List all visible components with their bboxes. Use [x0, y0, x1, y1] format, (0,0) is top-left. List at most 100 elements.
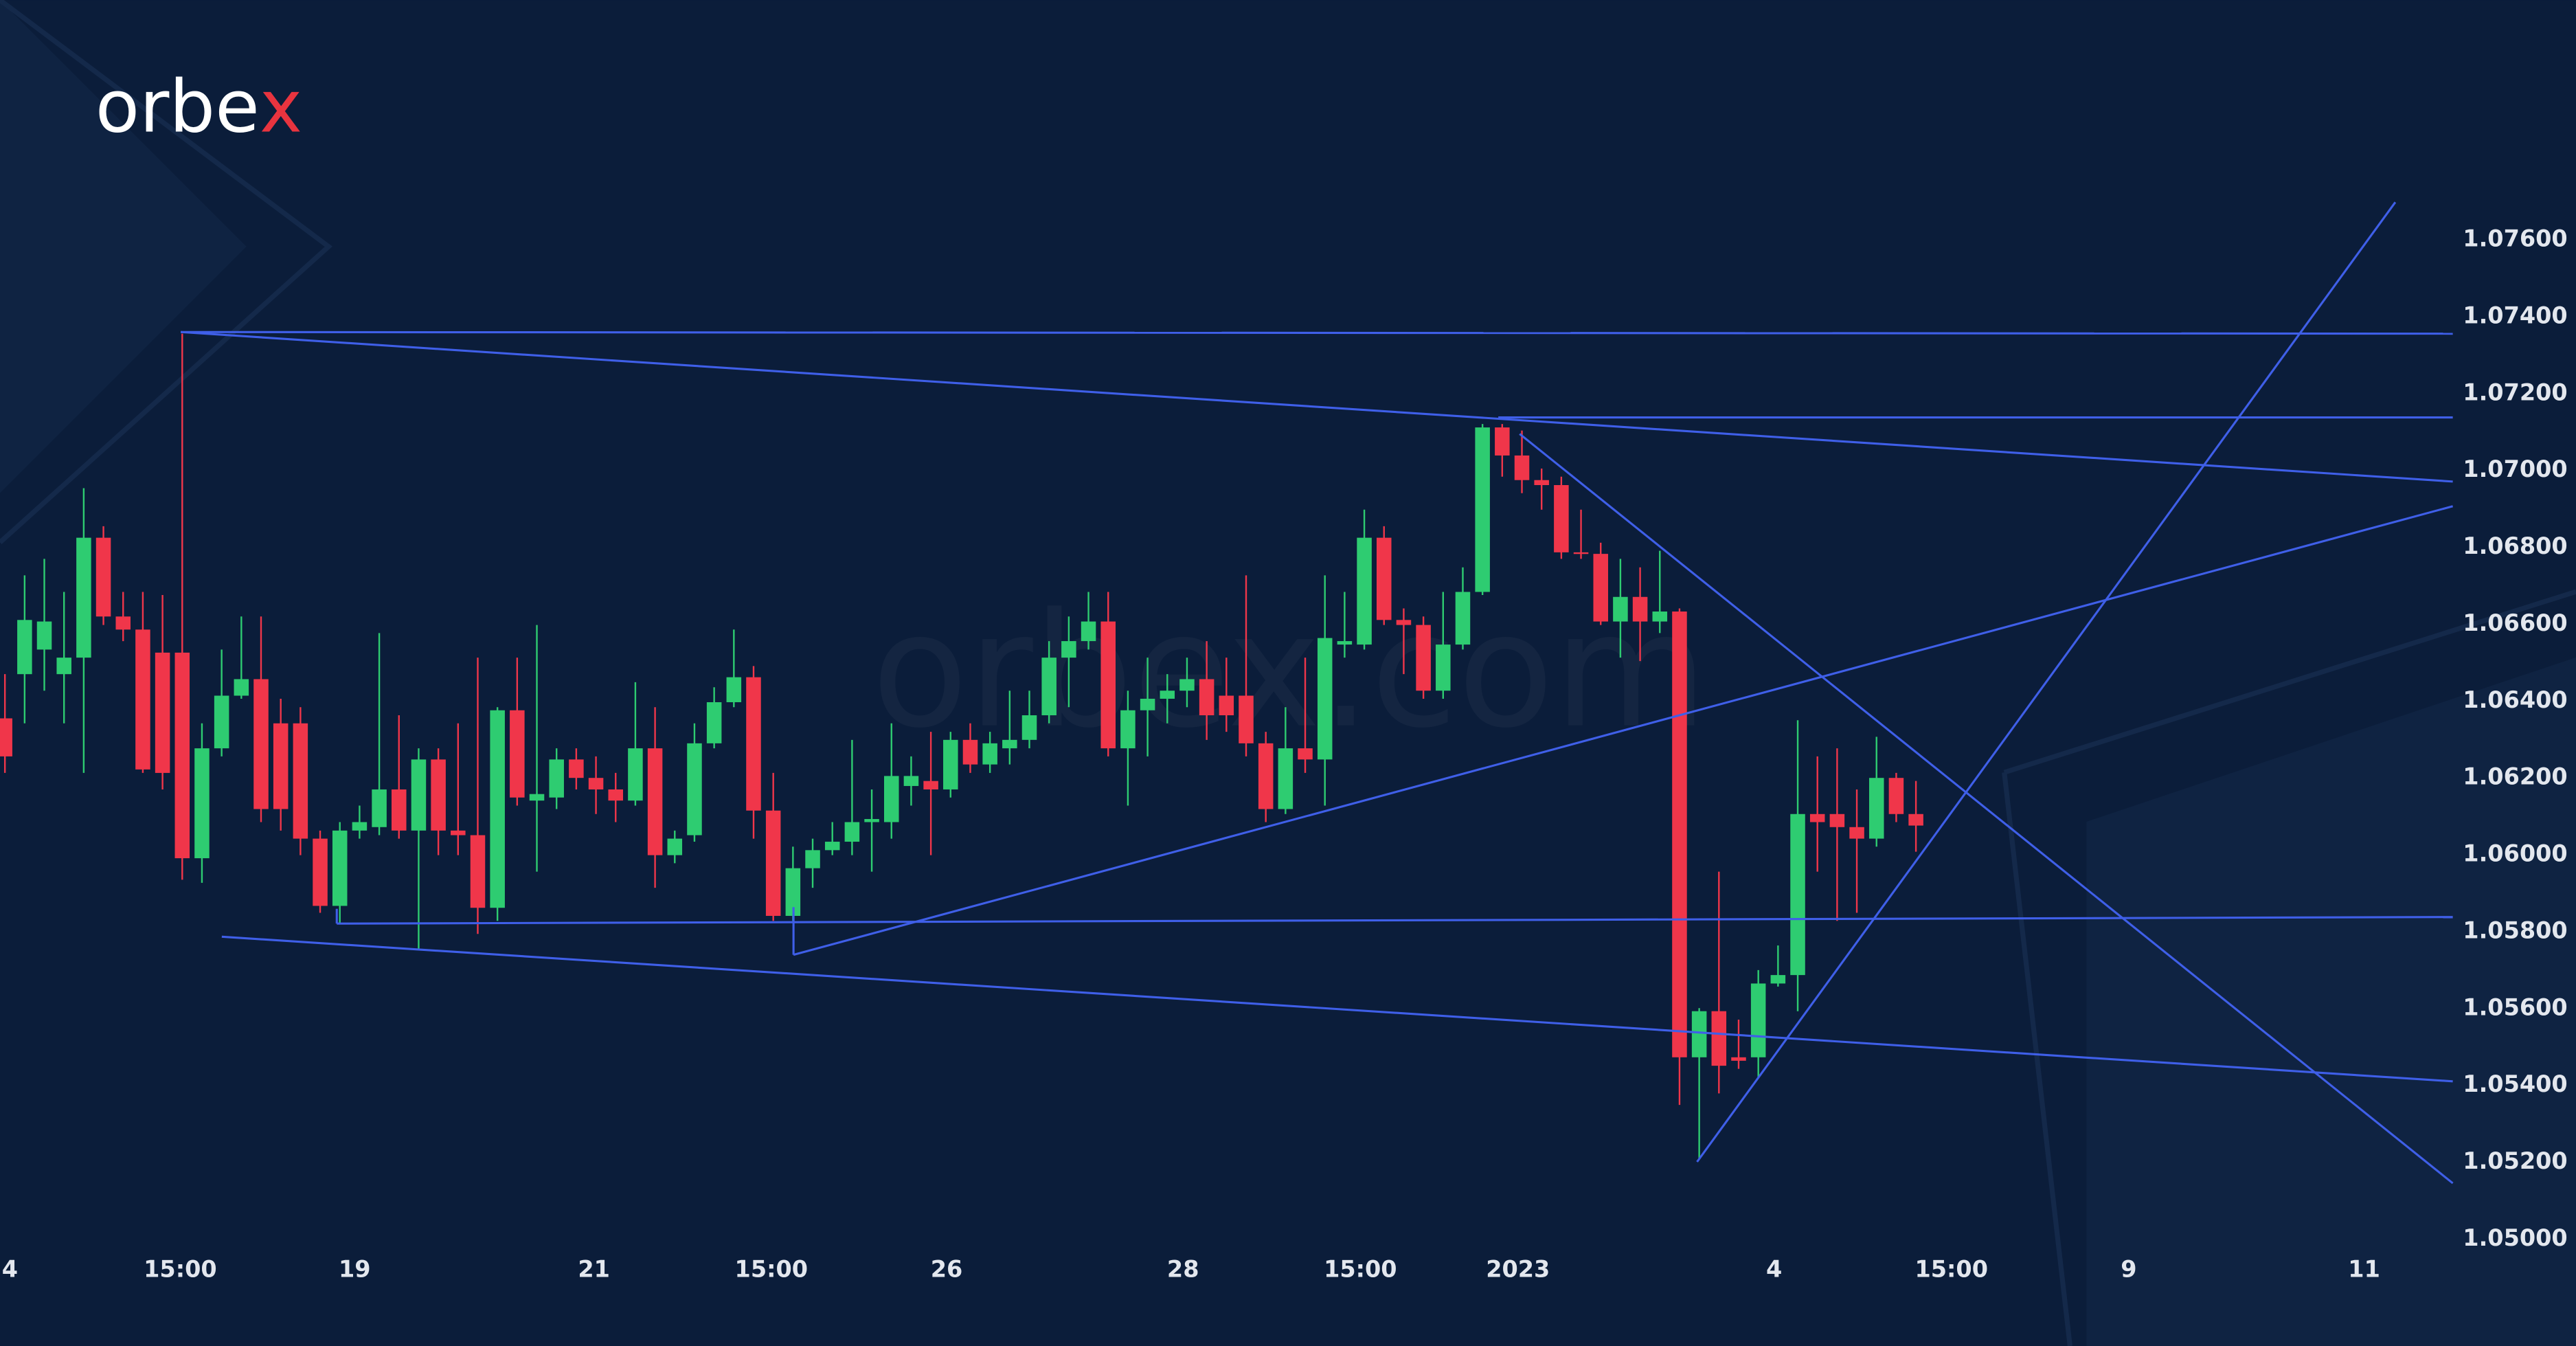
candle-body [313, 838, 328, 906]
candle-body [1219, 695, 1234, 716]
trend-lines [180, 201, 2454, 1185]
candle-body [411, 759, 427, 831]
candle-body [1652, 612, 1668, 622]
y-tick-label: 1.06400 [2463, 686, 2567, 713]
y-tick-label: 1.06000 [2463, 840, 2567, 867]
candle-body [1258, 743, 1274, 809]
trend-line [180, 330, 2453, 483]
candle-body [1554, 484, 1569, 552]
candle-body [135, 629, 150, 770]
candle-body [510, 710, 525, 798]
y-tick-label: 1.07000 [2463, 456, 2567, 482]
candle-body [903, 776, 919, 786]
y-tick-label: 1.05200 [2463, 1147, 2567, 1174]
candles [0, 333, 1923, 1160]
candle-body [1888, 778, 1904, 814]
candle-body [1514, 455, 1530, 480]
candle-body [76, 537, 91, 658]
candle-body [962, 739, 978, 765]
candle-body [864, 819, 879, 822]
candle-body [1495, 427, 1510, 456]
candle-body [805, 850, 820, 868]
candle-body [608, 789, 624, 801]
x-tick-label: 15:00 [735, 1255, 809, 1282]
x-tick-label: 19 [339, 1255, 371, 1282]
candle-body [1691, 1011, 1707, 1057]
candle-body [1790, 814, 1805, 976]
candle-body [1632, 596, 1648, 622]
candle-body [1396, 620, 1412, 625]
y-tick-label: 1.07200 [2463, 379, 2567, 405]
candle-body [1298, 748, 1313, 760]
candle-body [1337, 641, 1353, 645]
candle-body [1593, 554, 1608, 622]
y-tick-label: 1.07600 [2463, 225, 2567, 252]
candle-body [155, 652, 170, 773]
candle-body [687, 743, 702, 835]
candle-body [1317, 638, 1333, 760]
candle-body [1613, 596, 1628, 622]
candle-body [1140, 698, 1155, 710]
y-tick-label: 1.05000 [2463, 1224, 2567, 1251]
candle-body [1239, 695, 1254, 743]
candle-body [844, 822, 860, 842]
trend-line [793, 505, 2454, 956]
candle-body [549, 759, 564, 798]
candle-body [1021, 715, 1037, 740]
candle-body [628, 748, 643, 801]
candle-body [352, 822, 368, 831]
candle-body [883, 776, 899, 822]
y-tick-label: 1.06800 [2463, 532, 2567, 559]
candle-body [1357, 537, 1372, 645]
candle-body [1534, 480, 1549, 485]
candle-body [253, 679, 269, 809]
x-tick-label: 2023 [1486, 1255, 1550, 1282]
candle-body [1908, 814, 1923, 826]
candle-body [746, 677, 761, 811]
trend-line [337, 916, 2453, 925]
candle-body [451, 830, 466, 835]
candle-body [1416, 625, 1431, 691]
trend-line [181, 330, 2453, 335]
y-tick-label: 1.05800 [2463, 917, 2567, 943]
candle-body [1829, 814, 1845, 827]
candle-body [1731, 1057, 1746, 1061]
candle-body [706, 702, 722, 743]
logo: orbex [95, 64, 302, 148]
candle-body [529, 794, 545, 801]
y-tick-label: 1.06600 [2463, 609, 2567, 636]
x-tick-label: 26 [931, 1255, 963, 1282]
x-tick-label: 15:00 [1324, 1255, 1397, 1282]
axes: 1.05000 1.05200 1.05400 1.05600 1.05800 1.060… [2, 225, 2568, 1283]
candle-body [1120, 710, 1136, 749]
candle-body [667, 838, 683, 855]
candle-body [1455, 592, 1471, 645]
candle-body [1436, 644, 1451, 691]
candle-body [490, 710, 505, 908]
candle-body [1278, 748, 1293, 809]
candle-body [765, 810, 781, 916]
candle-body [923, 781, 938, 789]
x-tick-label: 28 [1167, 1255, 1199, 1282]
y-tick-label: 1.06200 [2463, 763, 2567, 790]
candle-body [431, 759, 446, 831]
candle-body [194, 748, 210, 859]
candle-body [1199, 679, 1214, 716]
candle-body [647, 748, 663, 855]
candle-body [1868, 778, 1884, 839]
x-tick-label: 21 [578, 1255, 610, 1282]
candle-body [0, 718, 12, 756]
candle-body [115, 616, 131, 630]
watermark: orbex.com [872, 580, 1708, 763]
candle-body [569, 759, 584, 778]
candle-body [1849, 827, 1864, 839]
candle-body [1750, 983, 1766, 1057]
trend-line [1696, 201, 2397, 1163]
candle-body [234, 679, 249, 696]
candle-body [1081, 621, 1096, 642]
candle-body [372, 789, 387, 827]
candle-body [17, 620, 32, 675]
